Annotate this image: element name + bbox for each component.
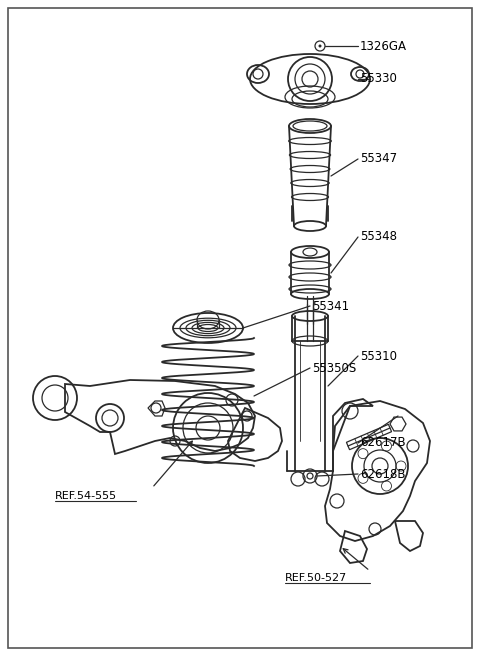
Text: 55341: 55341	[312, 300, 349, 312]
Text: 62618B: 62618B	[360, 468, 406, 480]
Text: 55347: 55347	[360, 152, 397, 165]
Text: REF.50-527: REF.50-527	[285, 573, 347, 583]
Circle shape	[319, 45, 322, 47]
Text: 55348: 55348	[360, 230, 397, 243]
Text: 62617B: 62617B	[360, 436, 406, 449]
Text: 55310: 55310	[360, 350, 397, 363]
Text: 55350S: 55350S	[312, 361, 356, 375]
Text: 1326GA: 1326GA	[360, 39, 407, 52]
Text: REF.54-555: REF.54-555	[55, 491, 117, 501]
Text: 55330: 55330	[360, 73, 397, 85]
